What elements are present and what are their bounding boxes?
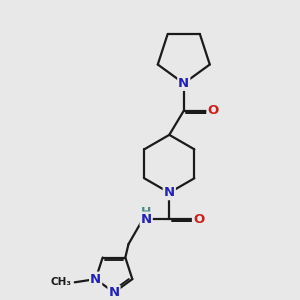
Text: H: H <box>141 206 151 218</box>
Text: CH₃: CH₃ <box>50 277 71 287</box>
Text: N: N <box>164 186 175 199</box>
Text: N: N <box>90 273 101 286</box>
Text: N: N <box>141 213 152 226</box>
Text: N: N <box>108 286 119 299</box>
Text: O: O <box>193 213 204 226</box>
Text: N: N <box>178 77 189 90</box>
Text: O: O <box>207 104 219 117</box>
